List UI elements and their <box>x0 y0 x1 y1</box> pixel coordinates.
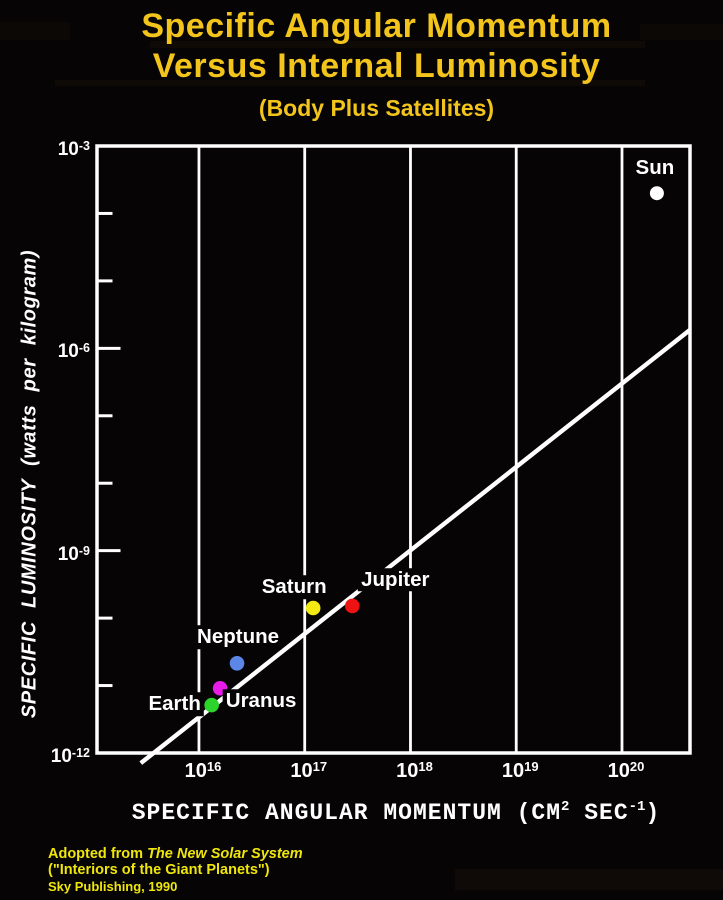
scan-artifact <box>455 869 723 890</box>
x-axis-title-part: SPECIFIC ANGULAR MOMENTUM (CM <box>131 800 562 826</box>
x-axis-title-exponent: 2 <box>561 799 570 815</box>
data-point-jupiter <box>345 598 360 614</box>
credit-line-2: ("Interiors of the Giant Planets") <box>48 861 270 878</box>
data-point-uranus <box>212 680 228 696</box>
scan-artifact <box>55 80 645 86</box>
scan-artifact <box>150 41 645 48</box>
data-point-neptune <box>229 655 245 671</box>
figure-title: Specific Angular Momentum Versus Interna… <box>15 6 723 121</box>
credit-line-3: Sky Publishing, 1990 <box>48 879 178 894</box>
plot-frame <box>95 144 692 755</box>
title-line-2: Versus Internal Luminosity <box>152 47 601 85</box>
source-credit: Adopted from The New Solar System ("Inte… <box>48 846 303 895</box>
title-line-1: Specific Angular Momentum <box>141 7 612 45</box>
scan-artifact <box>0 22 70 40</box>
trend-line <box>139 328 692 765</box>
x-axis-title: SPECIFIC ANGULAR MOMENTUM (CM2 SEC-1) <box>132 799 661 826</box>
title-line-3: (Body Plus Satellites) <box>258 95 495 121</box>
x-axis-title-part: ) <box>645 800 661 826</box>
x-axis-title-part: SEC <box>569 800 629 826</box>
credit-line-1: Adopted from The New Solar System <box>48 846 303 863</box>
data-point-earth <box>204 697 219 713</box>
data-point-sun <box>649 186 664 201</box>
credit-line-1-prefix: Adopted from <box>48 846 148 862</box>
credit-line-1-book-title: The New Solar System <box>147 846 303 862</box>
x-axis-title-exponent: -1 <box>628 799 646 815</box>
scan-artifact <box>640 24 723 40</box>
data-point-saturn <box>305 600 321 616</box>
